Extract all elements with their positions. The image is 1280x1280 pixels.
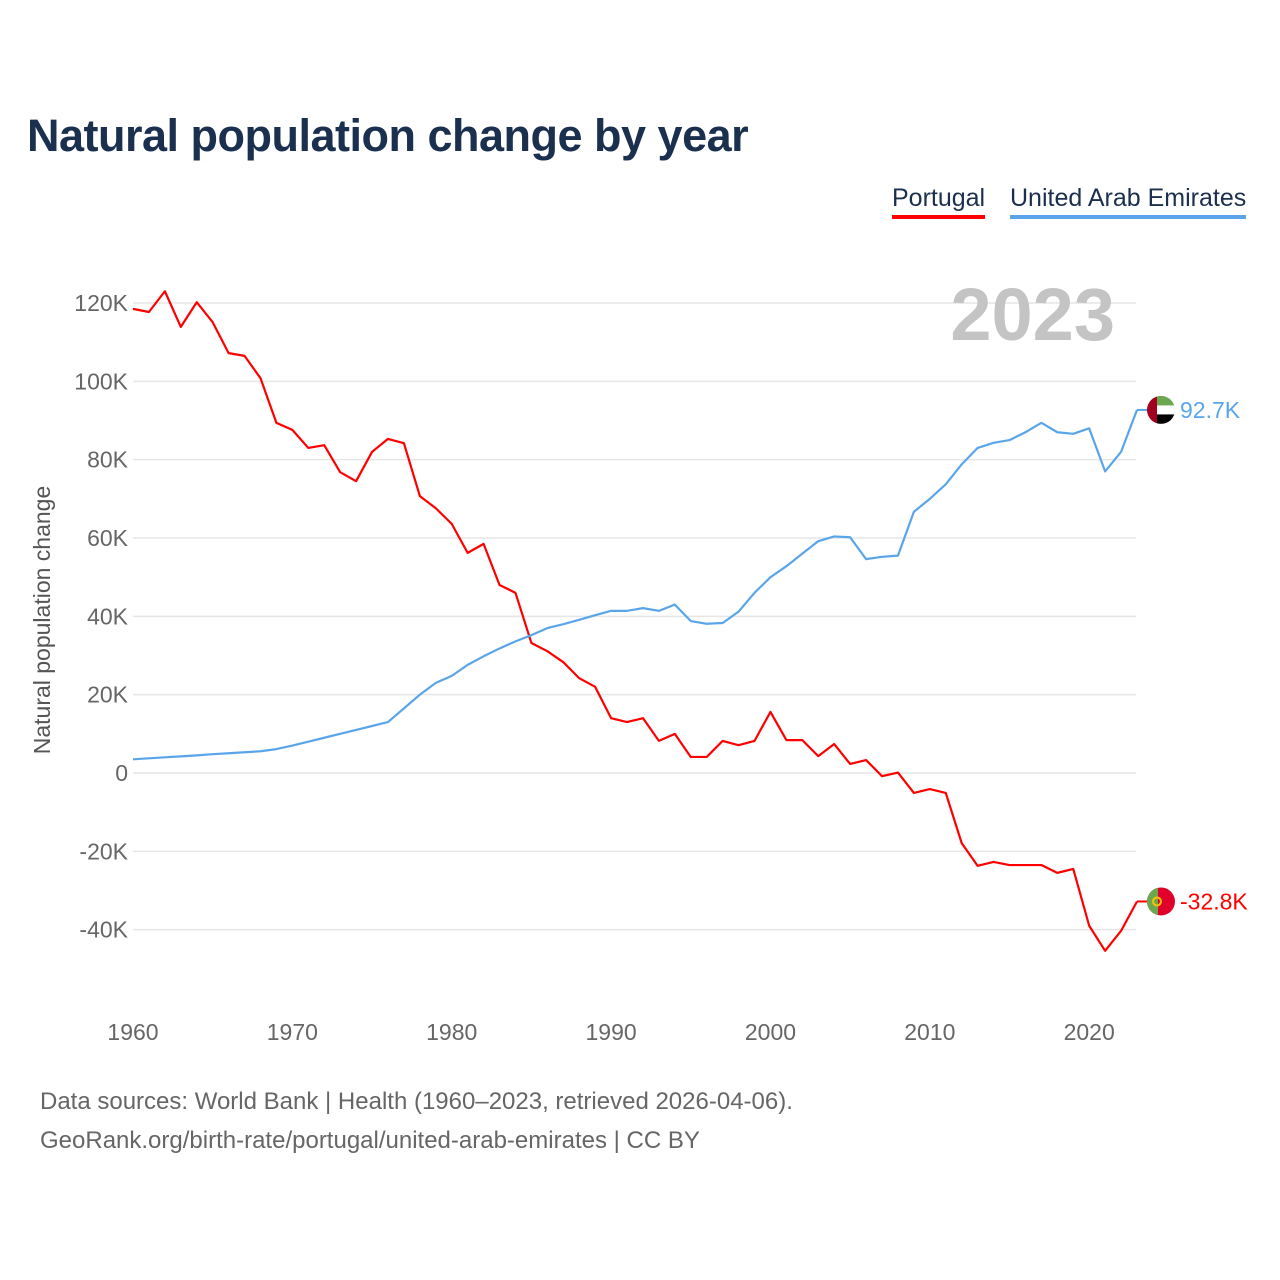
y-tick-label: 100K xyxy=(74,368,128,394)
footer-url: GeoRank.org/birth-rate/portugal/united-a… xyxy=(40,1127,700,1154)
x-tick-label: 1960 xyxy=(107,1019,158,1045)
y-tick-label: -20K xyxy=(79,838,128,864)
end-value-label: 92.7K xyxy=(1180,397,1241,423)
chart-title: Natural population change by year xyxy=(27,110,749,161)
y-tick-label: 80K xyxy=(87,447,129,473)
x-tick-label: 1990 xyxy=(586,1019,637,1045)
year-watermark: 2023 xyxy=(950,273,1115,356)
y-tick-label: 60K xyxy=(87,525,129,551)
x-tick-label: 2000 xyxy=(745,1019,796,1045)
x-tick-label: 2010 xyxy=(904,1019,955,1045)
flag-red xyxy=(1147,395,1157,424)
y-tick-label: 20K xyxy=(87,682,129,708)
flag-body xyxy=(1147,887,1175,916)
portugal-flag-icon xyxy=(1147,887,1175,916)
y-tick-label: -40K xyxy=(79,917,128,943)
y-tick-label: 0 xyxy=(115,760,128,786)
flag-emblem xyxy=(1152,896,1162,907)
x-tick-label: 1980 xyxy=(426,1019,477,1045)
end-value-label: -32.8K xyxy=(1180,888,1248,914)
flag-black xyxy=(1157,414,1175,424)
flag-green xyxy=(1157,395,1175,406)
y-tick-label: 120K xyxy=(74,290,128,316)
y-tick-label: 40K xyxy=(87,603,129,629)
series-line-portugal xyxy=(132,290,1138,952)
x-tick-label: 2020 xyxy=(1064,1019,1115,1045)
footer-sources: Data sources: World Bank | Health (1960–… xyxy=(40,1088,793,1115)
legend-portugal[interactable]: Portugal xyxy=(892,184,986,219)
y-axis-label: Natural population change xyxy=(29,486,55,755)
legend-uae[interactable]: United Arab Emirates xyxy=(1010,184,1247,219)
flag-body xyxy=(1147,395,1175,424)
uae-flag-icon xyxy=(1147,395,1175,424)
x-tick-label: 1970 xyxy=(267,1019,318,1045)
series-line-uae xyxy=(132,409,1139,761)
